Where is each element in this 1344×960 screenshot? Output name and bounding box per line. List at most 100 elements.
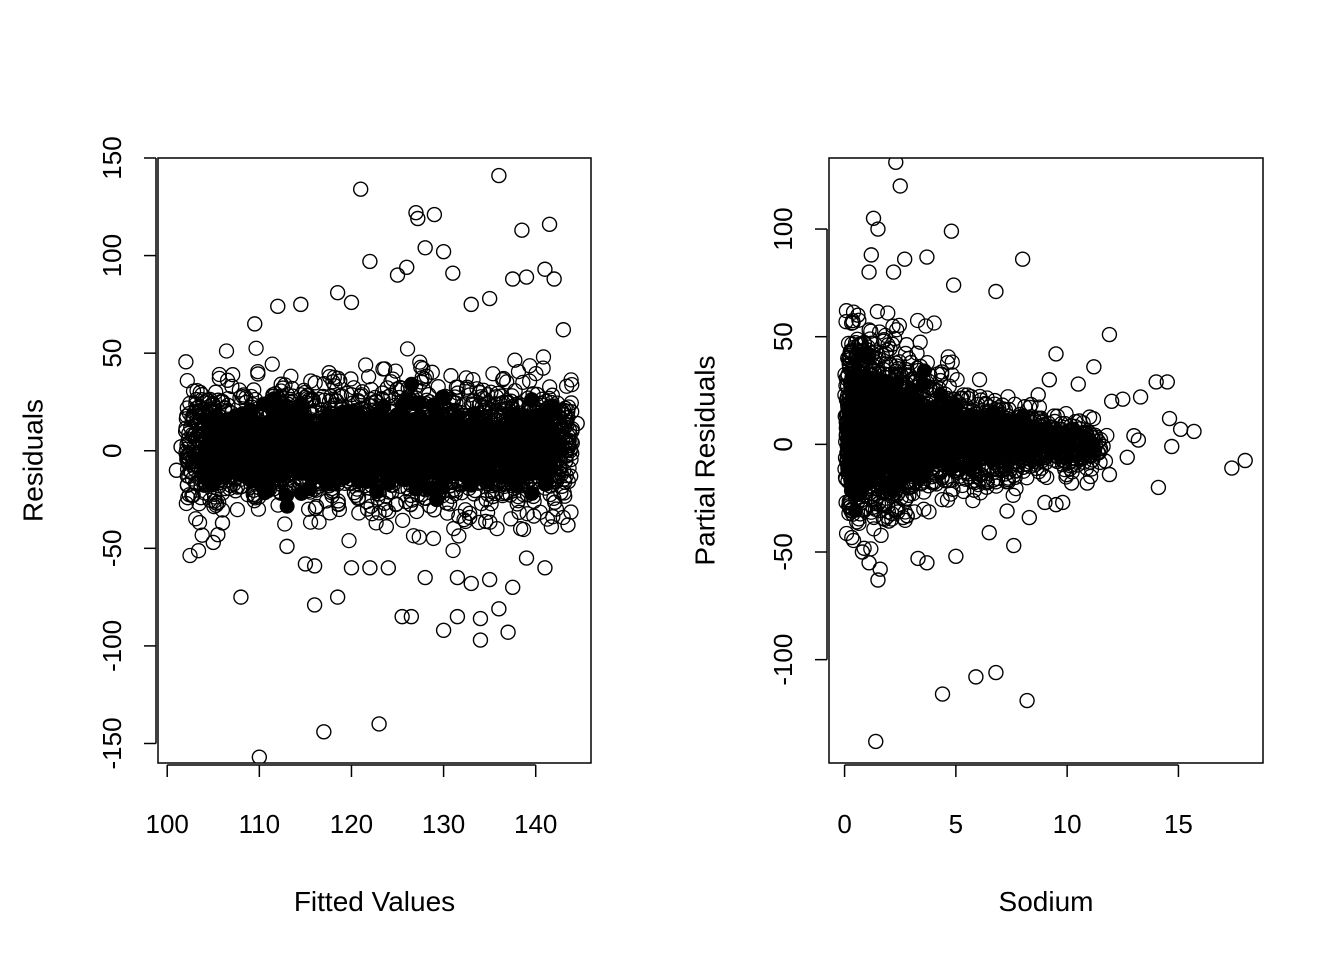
data-point [560,399,577,415]
data-point [478,513,494,530]
data-point [560,517,576,533]
data-point [537,261,553,277]
x-axis-label: Sodium [999,886,1094,917]
data-point [463,296,479,313]
data-point [296,382,312,399]
data-point [511,504,527,520]
data-point [191,514,208,531]
data-point [343,560,360,576]
data-point [472,632,489,648]
plot-panel-1: 100 110 120 130 140-150-100-50050100150Fitte… [17,136,592,917]
data-point [371,716,387,732]
data-point [191,403,207,420]
data-point [178,495,194,512]
data-point [365,417,381,433]
data-point [380,560,397,576]
data-point [458,381,475,397]
data-point [838,314,854,330]
data-point [177,423,194,439]
data-point [329,284,346,301]
data-point [445,542,461,559]
data-point [217,469,233,485]
data-point [389,381,405,398]
y-tick-label: 50 [768,322,798,351]
data-point [417,240,433,256]
data-point [500,624,516,640]
data-point [944,354,960,370]
data-point [503,408,519,424]
data-point [330,370,346,387]
point-core [196,376,562,514]
data-point [471,514,487,531]
data-point [306,597,323,613]
data-point [279,538,295,555]
data-point [873,527,889,544]
x-tick-label: 130 [422,809,465,839]
data-point [543,519,560,535]
data-point [445,265,461,281]
data-point [563,395,579,411]
data-point [495,372,511,388]
data-point [283,368,299,384]
data-point [300,501,317,517]
y-tick-label: 100 [97,234,127,277]
data-point [971,372,988,388]
plot-frame [828,157,1264,764]
data-point [329,589,346,605]
y-tick-label: 0 [768,437,798,451]
data-point [293,296,309,313]
data-point [548,501,565,517]
data-point [178,354,194,370]
data-point [316,392,333,408]
data-point [450,379,466,395]
data-point [215,485,231,501]
x-tick-label: 140 [514,809,557,839]
data-point [447,459,463,475]
data-point [921,504,937,520]
data-point [1064,464,1080,480]
data-point [483,496,499,512]
data-point [512,520,529,537]
x-tick-label: 110 [239,809,280,839]
data-point [885,318,901,334]
data-point [384,453,400,469]
data-point [311,514,327,530]
data-point [469,418,485,434]
data-point [535,360,551,376]
data-point [449,608,466,625]
data-point [210,494,227,510]
data-point [416,371,433,387]
data-point [888,322,905,338]
data-point [293,485,309,501]
data-point [431,479,447,495]
data-point [350,489,367,506]
data-point [507,352,523,368]
data-point [352,181,369,197]
x-tick-label: 120 [330,809,373,839]
plot-frame [157,157,592,764]
data-point [489,520,505,537]
data-point [263,414,279,430]
data-point [394,397,410,413]
data-point [293,420,309,436]
data-point [845,304,862,320]
data-point [480,472,496,488]
data-point [302,514,319,530]
data-point [494,444,510,460]
data-point [499,374,515,390]
data-point [541,216,558,233]
data-point [394,469,410,485]
data-point [463,477,479,493]
data-point [481,571,498,588]
data-point [220,397,236,413]
data-point [330,496,347,513]
data-point [415,360,431,377]
y-tick-label: 150 [97,136,127,179]
data-point [221,432,237,448]
data-point [436,447,452,463]
y-tick-label: -150 [97,717,127,769]
data-point [439,505,456,521]
data-point [231,452,247,468]
data-point [214,502,231,518]
data-point [538,450,554,466]
